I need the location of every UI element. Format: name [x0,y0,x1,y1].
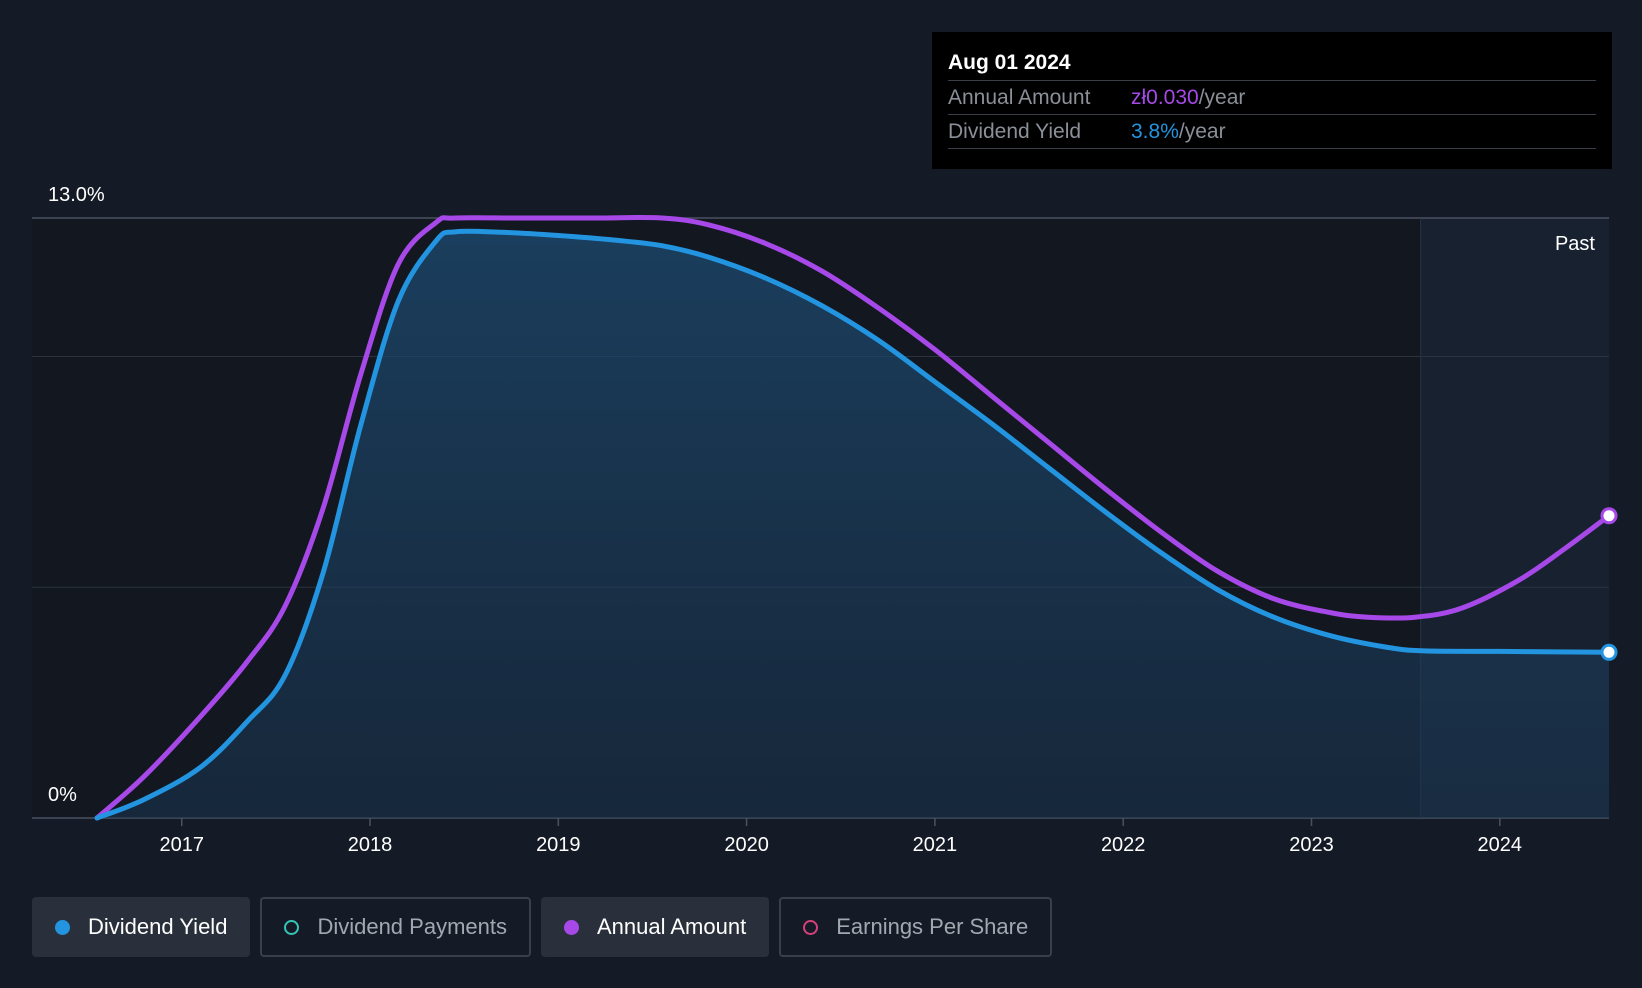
tooltip-label: Annual Amount [948,86,1091,109]
dividend-yield-end-marker [1600,643,1618,661]
y-axis-top-label: 13.0% [48,184,105,206]
legend-label: Dividend Yield [88,914,228,939]
y-axis-bottom-label: 0% [48,784,77,806]
x-tick-label: 2021 [913,834,958,856]
dividend-yield-line [94,228,1612,821]
tooltip-value: 3.8% [1131,120,1179,143]
x-tick-label: 2024 [1478,834,1523,856]
tooltip-date: Aug 01 2024 [948,48,1596,81]
past-label: Past [1555,233,1595,255]
legend-earnings-per-share-button[interactable]: Earnings Per Share [779,897,1053,957]
legend-annual-amount-button[interactable]: Annual Amount [540,897,770,957]
x-tick-label: 2019 [536,834,581,856]
tooltip-label: Dividend Yield [948,120,1082,143]
x-tick-label: 2018 [348,834,393,856]
tooltip-row-dividend-yield: Dividend Yield 3.8% /year [948,115,1596,149]
legend-label: Annual Amount [596,914,747,939]
legend-label: Earnings Per Share [836,914,1029,939]
filled-dot-icon [55,919,70,935]
tooltip-value: zł0.030 [1131,86,1199,109]
dividend-chart: 13.0% 0% Past 2017 2018 2019 2020 2021 2022 20… [32,184,1618,856]
x-axis-ticks: 2017 2018 2019 2020 2021 2022 2023 2024 [159,818,1522,856]
legend-dividend-payments-button[interactable]: Dividend Payments [260,897,531,957]
tooltip-unit: /year [1178,120,1226,143]
legend-label: Dividend Payments [317,914,507,939]
x-tick-label: 2020 [724,834,769,856]
tooltip: Aug 01 2024 Annual Amount zł0.030 /year … [932,32,1612,169]
annual-amount-end-marker [1600,507,1618,525]
tooltip-unit: /year [1198,86,1246,109]
legend: Dividend Yield Dividend Payments Annual … [32,897,1053,957]
hollow-dot-icon [284,919,300,935]
x-tick-label: 2023 [1289,834,1334,856]
filled-dot-icon [563,919,579,935]
legend-dividend-yield-button[interactable]: Dividend Yield [32,897,251,957]
x-tick-label: 2017 [159,834,204,856]
hollow-dot-icon [803,919,819,935]
tooltip-row-annual-amount: Annual Amount zł0.030 /year [948,81,1596,115]
annual-amount-line [94,214,1612,821]
dividend-yield-area [97,231,1609,818]
x-tick-label: 2022 [1101,834,1146,856]
